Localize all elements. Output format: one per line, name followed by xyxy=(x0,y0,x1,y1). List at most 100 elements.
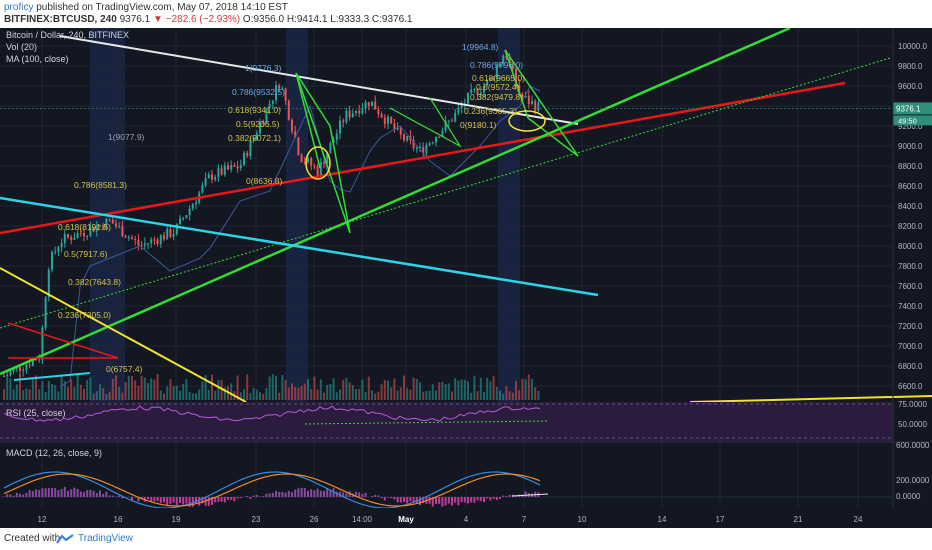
volume-bar xyxy=(473,375,476,400)
macd-histogram-bar xyxy=(92,490,95,497)
candle-body xyxy=(310,157,313,166)
macd-histogram-bar xyxy=(76,488,79,497)
candle-body xyxy=(313,165,316,167)
volume-bar xyxy=(316,389,319,400)
volume-bar xyxy=(51,384,53,400)
volume-bar xyxy=(214,390,217,400)
volume-bar xyxy=(118,386,121,400)
volume-bar xyxy=(515,381,517,400)
tradingview-brand[interactable]: TradingView xyxy=(78,533,134,544)
last-price: 9376.1 xyxy=(119,14,151,25)
volume-bar xyxy=(335,392,338,400)
volume-bar xyxy=(332,378,335,400)
volume-bar xyxy=(383,380,386,400)
fib-label: 0(9180.1) xyxy=(460,120,497,130)
macd-histogram-bar xyxy=(121,497,124,499)
green-trendline-main xyxy=(0,28,791,376)
candle-body xyxy=(345,110,348,123)
last-price-box xyxy=(893,102,932,115)
candle-body xyxy=(399,127,402,135)
candle-body xyxy=(502,55,505,64)
volume-bar xyxy=(252,387,255,400)
candle-body xyxy=(300,155,303,162)
candle-body xyxy=(169,228,172,237)
chart-area[interactable]: 10000.09800.09600.09400.09200.09000.0880… xyxy=(0,28,932,528)
volume-bar xyxy=(25,388,28,400)
volume-bar xyxy=(19,374,21,400)
macd-histogram-bar xyxy=(169,497,172,504)
macd-histogram-bar xyxy=(374,495,377,497)
volume-bar xyxy=(153,379,156,400)
volume-bar xyxy=(399,387,402,400)
volume-bar xyxy=(207,389,210,400)
author-link[interactable]: proficy xyxy=(4,2,34,13)
symbol-line: BITFINEX:BTCUSD, 240 9376.1 ▼ −282.6 (−2… xyxy=(4,14,413,25)
candle-body xyxy=(236,166,239,169)
fib-label: 0.618(8191.5) xyxy=(58,222,111,232)
macd-histogram-bar xyxy=(307,490,309,497)
candle-body xyxy=(271,100,274,104)
macd-histogram-bar xyxy=(435,497,437,504)
macd-histogram-bar xyxy=(508,494,511,497)
candle-body xyxy=(287,100,290,120)
timer-label: 49:50 xyxy=(898,116,917,125)
fib-label: 0(8636.8) xyxy=(246,176,283,186)
candle-body xyxy=(28,364,31,366)
candle-body xyxy=(444,121,447,131)
candle-body xyxy=(422,146,425,154)
macd-histogram-bar xyxy=(230,497,233,500)
volume-bar xyxy=(524,379,527,400)
volume-bar xyxy=(121,392,124,400)
macd-histogram-bar xyxy=(137,497,140,502)
macd-histogram-bar xyxy=(377,495,380,497)
macd-histogram-bar xyxy=(524,491,527,497)
candle-body xyxy=(252,137,255,141)
price-tick-label: 6800.0 xyxy=(898,362,923,371)
candle-body xyxy=(396,127,399,130)
timer-box xyxy=(893,115,932,126)
candle-body xyxy=(323,161,325,164)
macd-histogram-bar xyxy=(28,490,31,497)
macd-histogram-bar xyxy=(300,487,303,497)
volume-bar xyxy=(460,379,463,400)
fib-label: 0.5(9206.5) xyxy=(236,119,280,129)
volume-bar xyxy=(102,388,105,400)
volume-bar xyxy=(201,381,204,400)
price-tick-label: 8400.0 xyxy=(898,202,923,211)
macd-histogram-bar xyxy=(15,492,18,497)
volume-bar xyxy=(406,387,409,400)
macd-histogram-bar xyxy=(3,496,5,497)
vol-legend: Vol (20) xyxy=(6,42,38,52)
volume-bar xyxy=(495,386,498,400)
macd-histogram-bar xyxy=(476,497,479,501)
volume-bar xyxy=(259,392,261,400)
candle-body xyxy=(63,233,66,244)
highlight-band xyxy=(498,28,520,402)
volume-bar xyxy=(191,393,194,400)
candle-body xyxy=(499,63,501,67)
candle-body xyxy=(403,134,405,141)
macd-histogram-bar xyxy=(364,492,367,497)
price-tick-label: 10000.0 xyxy=(898,42,927,51)
candle-body xyxy=(473,89,476,91)
time-tick-label: 12 xyxy=(38,515,47,524)
volume-bar xyxy=(156,374,159,400)
volume-bar xyxy=(143,377,146,400)
time-tick-label: 19 xyxy=(172,515,181,524)
candle-body xyxy=(284,88,287,101)
price-tick-label: 9600.0 xyxy=(898,82,923,91)
rsi-tick-label: 75.0000 xyxy=(898,400,927,409)
candle-body xyxy=(185,215,188,219)
volume-bar xyxy=(175,385,178,400)
volume-bar xyxy=(361,379,364,400)
macd-histogram-bar xyxy=(316,488,319,497)
volume-bar xyxy=(204,375,207,400)
macd-histogram-bar xyxy=(131,497,133,501)
price-tick-label: 9200.0 xyxy=(898,122,923,131)
price-tick-label: 8000.0 xyxy=(898,242,923,251)
macd-histogram-bar xyxy=(31,491,34,497)
macd-histogram-bar xyxy=(281,491,284,497)
red-triangle-line xyxy=(7,322,119,359)
candle-body xyxy=(188,208,191,216)
volume-bar xyxy=(435,390,437,400)
